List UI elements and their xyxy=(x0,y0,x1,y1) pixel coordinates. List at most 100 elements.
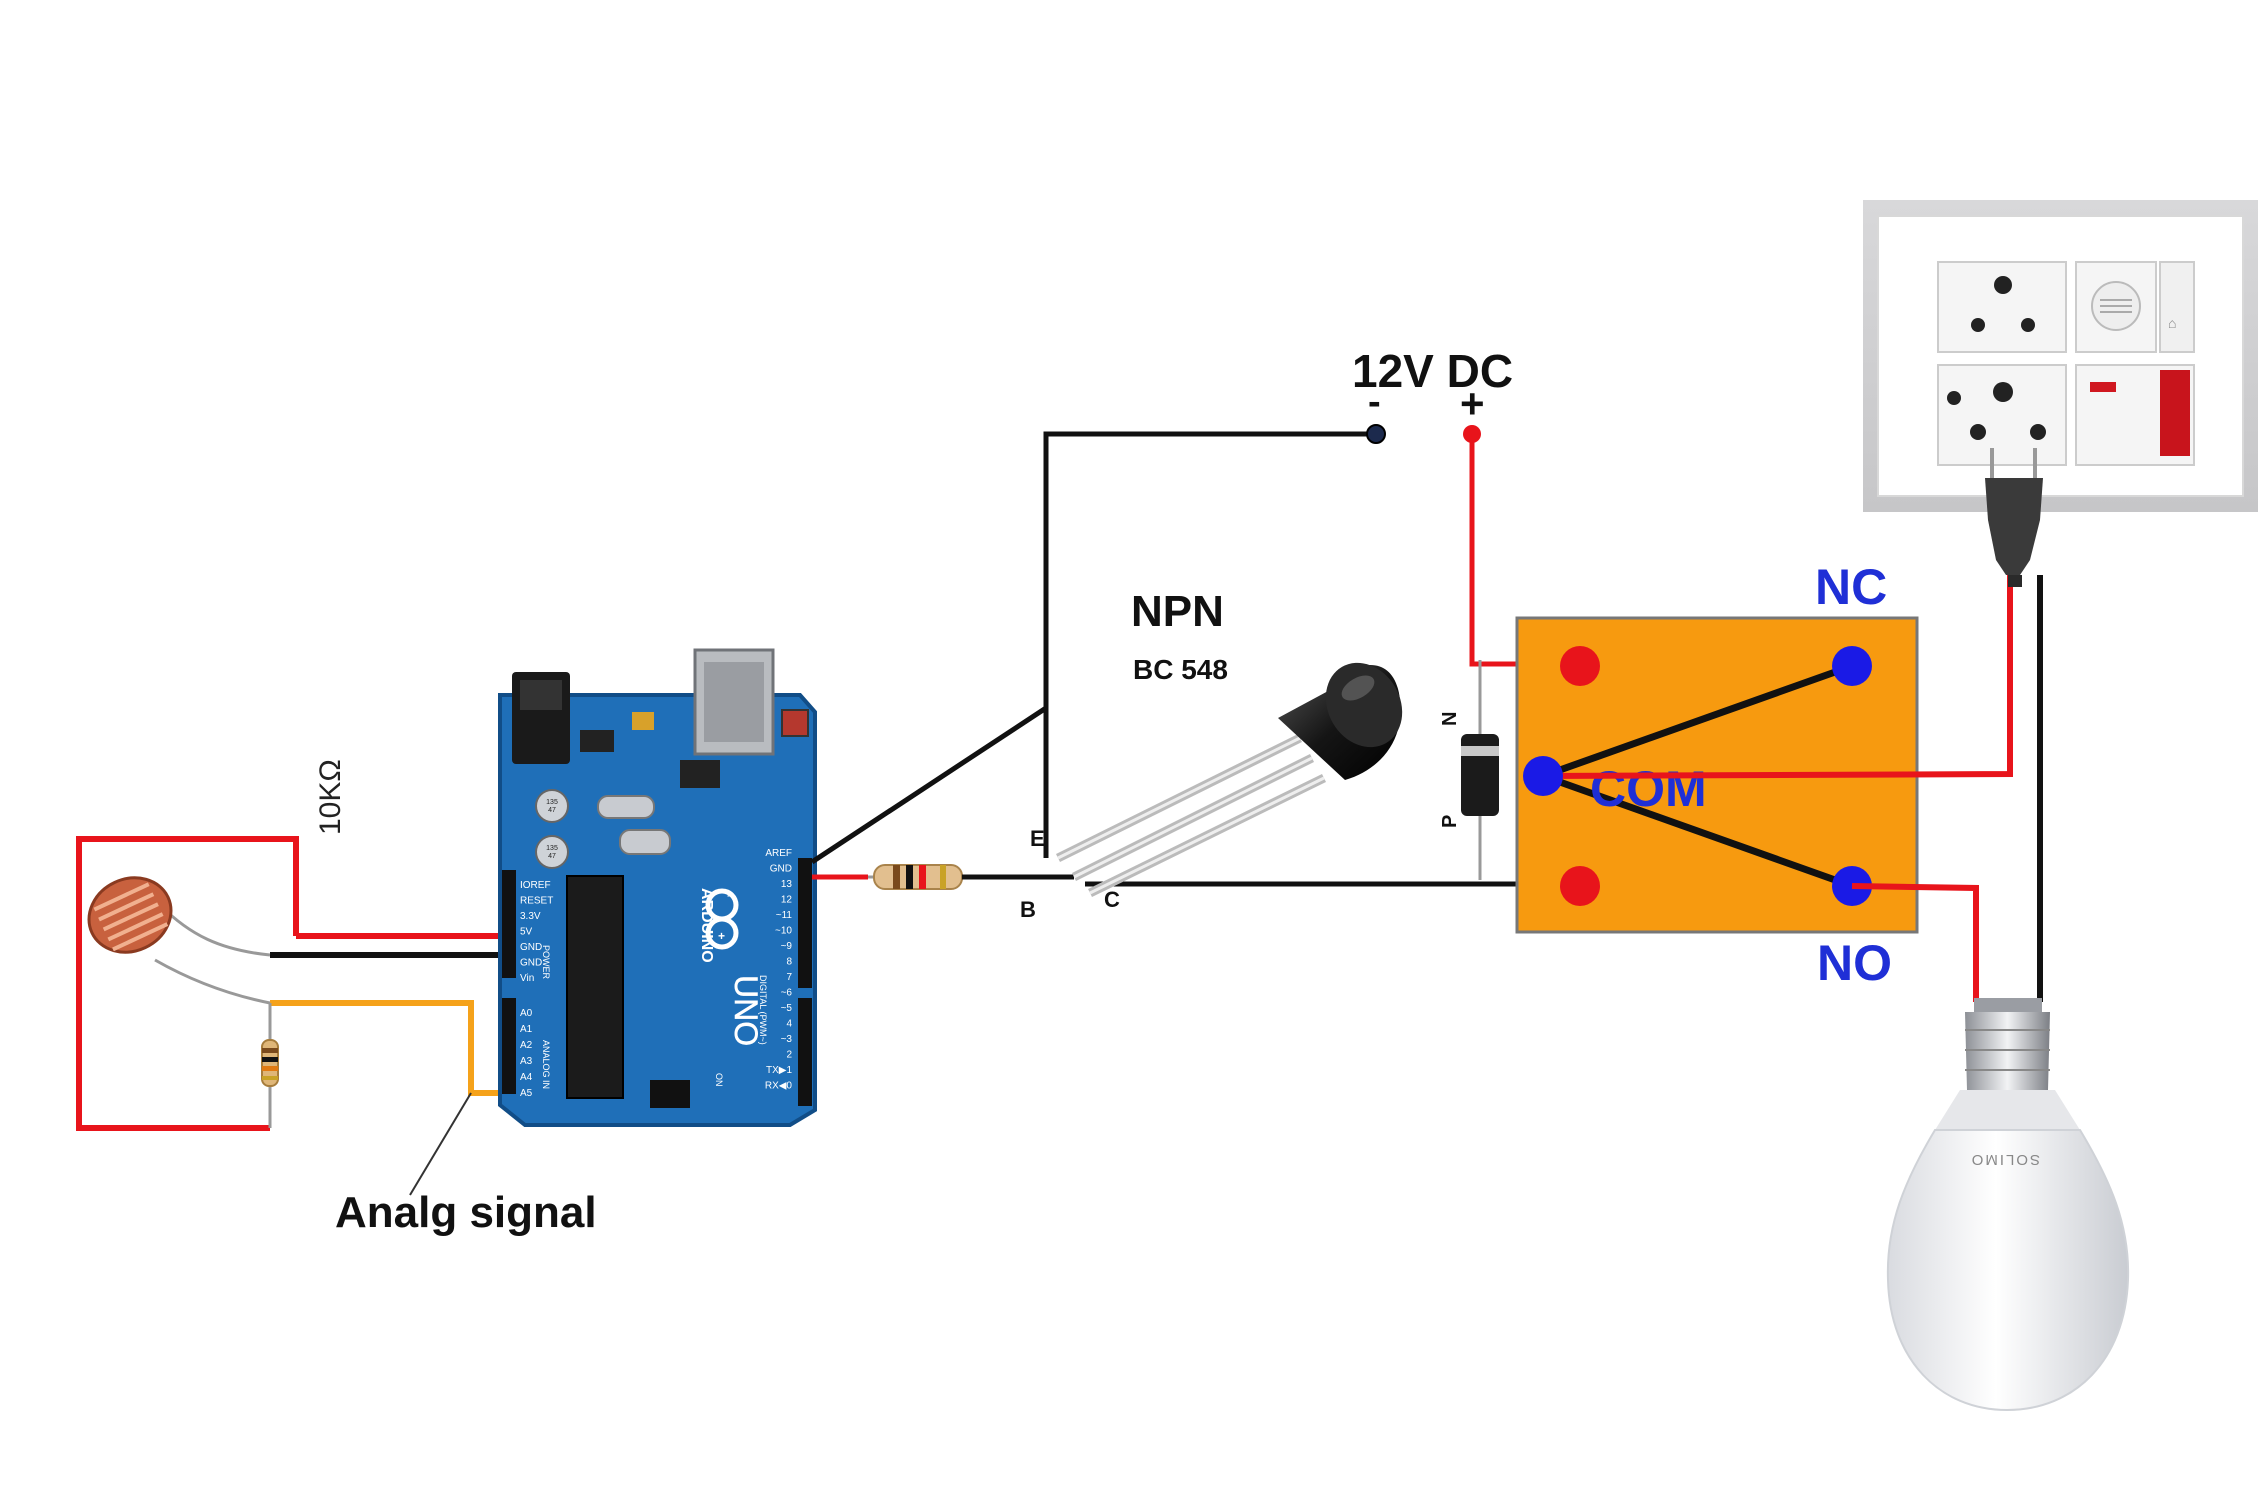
relay-com-label: COM xyxy=(1590,761,1707,817)
digital-pin-label-14: TX▶1 xyxy=(766,1065,792,1076)
digital-pin-label-3: 12 xyxy=(781,895,793,906)
power-section-label: POWER xyxy=(541,945,551,980)
npn-transistor: NPN BC 548 E B C xyxy=(1020,587,1403,922)
svg-text:47: 47 xyxy=(548,807,556,814)
relay-module: COM NC NO xyxy=(1515,559,2013,991)
pin-b-label: B xyxy=(1020,897,1036,922)
wire-red-com-to-socket xyxy=(1542,575,2013,779)
resistor-10k xyxy=(261,1039,279,1087)
header-digital-low xyxy=(798,998,812,1106)
light-bulb: SOLIMO xyxy=(1886,998,2130,1412)
supply-label: 12V DC xyxy=(1352,345,1513,397)
reset-button xyxy=(781,709,809,737)
power-pin-label-3: 5V xyxy=(520,927,533,938)
power-pin-label-2: 3.3V xyxy=(520,911,541,922)
ldr-lead-1 xyxy=(158,903,271,957)
power-pin-label-5: GND xyxy=(520,958,542,969)
arduino-model: UNO xyxy=(728,975,764,1046)
diode-p-label: P xyxy=(1439,815,1461,828)
power-pin-label-1: RESET xyxy=(520,896,553,907)
digital-section-label: DIGITAL (PWM~) xyxy=(758,975,768,1045)
wire-black-arduino-gnd xyxy=(810,705,1048,865)
power-pin-label-4: GND xyxy=(520,942,542,953)
analog-pin-label-4: A4 xyxy=(520,1072,533,1083)
digital-pin-label-11: 4 xyxy=(786,1019,792,1030)
wire-red-no-to-bulb xyxy=(1851,883,1979,1002)
arduino-logo: − + xyxy=(705,888,739,950)
digital-pin-label-15: RX◀0 xyxy=(765,1081,793,1092)
header-digital-high xyxy=(798,858,812,988)
arduino-brand: ARDUINO xyxy=(698,888,715,963)
bulb-glass xyxy=(1886,1129,2130,1412)
bulb-brand-label: SOLIMO xyxy=(1970,1151,2040,1168)
digital-pin-label-2: 13 xyxy=(781,879,793,890)
diode-n-label: N xyxy=(1439,712,1461,726)
digital-pin-label-12: ~3 xyxy=(781,1034,793,1045)
svg-text:+: + xyxy=(718,929,725,943)
power-pin-labels: IOREF RESET 3.3V 5V GND GND Vin xyxy=(520,880,553,984)
bell-icon: ⌂ xyxy=(2168,315,2176,331)
bulb-neck xyxy=(1935,1090,2080,1130)
coil-terminal-top xyxy=(1560,646,1600,686)
capacitor-2: 135 47 xyxy=(535,835,569,869)
supply-minus-label: - xyxy=(1368,381,1381,423)
digital-pin-label-4: ~11 xyxy=(776,910,793,921)
digital-pin-label-7: 8 xyxy=(786,957,792,968)
bulb-cap-top xyxy=(1974,998,2042,1012)
relay-contact-no xyxy=(1541,772,1854,890)
header-analog xyxy=(502,998,516,1094)
ldr-lead-2 xyxy=(154,958,271,1005)
base-resistor xyxy=(873,864,963,890)
header-power xyxy=(502,870,516,978)
relay-no-label: NO xyxy=(1817,935,1892,991)
digital-pin-label-6: ~9 xyxy=(781,941,793,952)
supply-plus-terminal xyxy=(1463,425,1481,443)
power-plug xyxy=(1985,448,2043,587)
digital-pin-label-10: ~5 xyxy=(781,1003,793,1014)
nc-terminal xyxy=(1832,646,1872,686)
digital-pin-label-13: 2 xyxy=(786,1050,792,1061)
analog-pin-label-1: A1 xyxy=(520,1024,533,1035)
coil-terminal-bottom xyxy=(1560,866,1600,906)
plug-body xyxy=(1985,478,2043,575)
digital-pin-label-1: GND xyxy=(770,864,792,875)
analog-pin-label-3: A3 xyxy=(520,1056,533,1067)
analog-pin-label-5: A5 xyxy=(520,1088,533,1099)
wall-socket-panel: ⌂ xyxy=(1863,200,2258,512)
digital-pin-labels: AREF GND 13 12 ~11 ~10 ~9 8 7 ~6 ~5 4 ~3 2 TX▶1 RX◀0 xyxy=(765,848,793,1092)
digital-pin-label-5: ~10 xyxy=(775,926,792,937)
analog-signal-label: Analg signal xyxy=(335,1188,597,1237)
analog-pin-label-2: A2 xyxy=(520,1040,533,1051)
red-switch xyxy=(2160,370,2190,456)
wire-red-ldr-loop xyxy=(76,836,299,1131)
transistor-type-label: NPN xyxy=(1131,587,1224,636)
on-led-label: ON xyxy=(714,1073,724,1087)
microcontroller-chip xyxy=(566,875,624,1099)
analog-pin-label-0: A0 xyxy=(520,1008,533,1019)
wire-orange-analog xyxy=(270,1000,510,1096)
svg-text:135: 135 xyxy=(546,799,558,806)
svg-text:135: 135 xyxy=(546,845,558,852)
transistor-model-label: BC 548 xyxy=(1133,654,1228,685)
relay-contact-nc xyxy=(1541,662,1854,780)
supply-minus-terminal xyxy=(1366,424,1386,444)
power-pin-label-6: Vin xyxy=(520,973,534,984)
supply-plus-label: + xyxy=(1460,380,1485,427)
photoresistor xyxy=(87,876,173,954)
digital-pin-label-9: ~6 xyxy=(781,988,793,999)
transistor-body xyxy=(1278,662,1403,780)
flyback-diode: N P xyxy=(1439,660,1499,880)
analog-pin-labels: A0 A1 A2 A3 A4 A5 xyxy=(520,1008,533,1099)
svg-text:−: − xyxy=(727,891,732,901)
wire-black-supply-minus xyxy=(1043,431,1376,858)
power-pin-label-0: IOREF xyxy=(520,880,551,891)
diode-band xyxy=(1461,746,1499,756)
capacitor-1: 135 47 xyxy=(535,789,569,823)
pin-e-label: E xyxy=(1030,826,1045,851)
com-terminal xyxy=(1523,756,1563,796)
relay-nc-label: NC xyxy=(1815,559,1887,615)
resistor-value-label: 10KΩ xyxy=(314,759,347,835)
digital-pin-label-0: AREF xyxy=(765,848,792,859)
